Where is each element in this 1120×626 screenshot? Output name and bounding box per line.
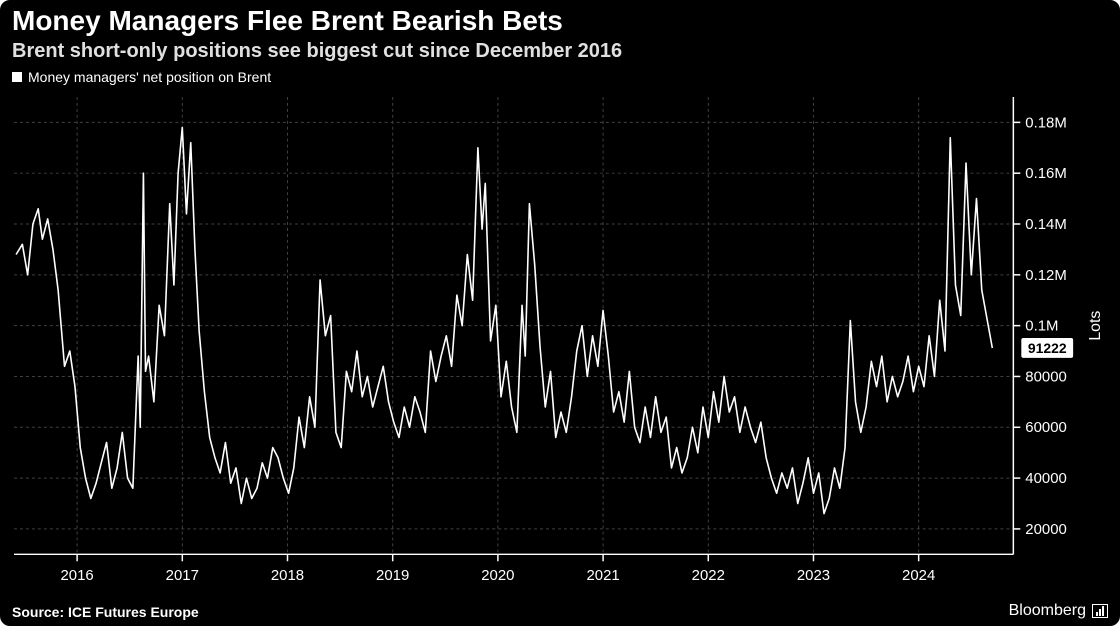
source-label: Source: ICE Futures Europe bbox=[12, 604, 199, 620]
footer: Source: ICE Futures Europe Bloomberg bbox=[12, 602, 1108, 620]
svg-text:2022: 2022 bbox=[692, 568, 725, 584]
svg-text:0.18M: 0.18M bbox=[1025, 115, 1067, 131]
header: Money Managers Flee Brent Bearish Bets B… bbox=[2, 2, 1118, 63]
chart-subtitle: Brent short-only positions see biggest c… bbox=[12, 39, 1108, 63]
svg-text:91222: 91222 bbox=[1028, 340, 1067, 356]
svg-text:0.12M: 0.12M bbox=[1025, 268, 1067, 284]
svg-text:60000: 60000 bbox=[1025, 420, 1067, 436]
chart-card: Money Managers Flee Brent Bearish Bets B… bbox=[0, 0, 1120, 626]
svg-text:2017: 2017 bbox=[166, 568, 199, 584]
svg-text:2020: 2020 bbox=[481, 568, 514, 584]
svg-text:0.1M: 0.1M bbox=[1025, 319, 1058, 335]
svg-text:20000: 20000 bbox=[1025, 522, 1067, 538]
line-chart-svg: 2016 2017 2018 2019 2020 2021 2022 2023 2024 2000… bbox=[12, 92, 1108, 594]
legend: Money managers' net position on Brent bbox=[12, 69, 1118, 85]
svg-text:0.14M: 0.14M bbox=[1025, 217, 1067, 233]
chart-title: Money Managers Flee Brent Bearish Bets bbox=[12, 6, 1108, 37]
svg-text:2021: 2021 bbox=[586, 568, 619, 584]
svg-text:2019: 2019 bbox=[376, 568, 409, 584]
legend-label: Money managers' net position on Brent bbox=[28, 69, 271, 85]
svg-text:2024: 2024 bbox=[902, 568, 935, 584]
brand: Bloomberg bbox=[1009, 602, 1108, 620]
brand-bars-icon bbox=[1092, 604, 1108, 618]
svg-text:2016: 2016 bbox=[60, 568, 93, 584]
svg-text:2023: 2023 bbox=[797, 568, 830, 584]
svg-text:80000: 80000 bbox=[1025, 369, 1067, 385]
chart-area: 2016 2017 2018 2019 2020 2021 2022 2023 2024 2000… bbox=[12, 92, 1108, 594]
svg-text:2018: 2018 bbox=[271, 568, 304, 584]
svg-text:0.16M: 0.16M bbox=[1025, 166, 1067, 182]
legend-swatch bbox=[12, 72, 22, 82]
brand-label: Bloomberg bbox=[1009, 602, 1086, 620]
y-axis-title: Lots bbox=[1087, 311, 1104, 341]
svg-text:40000: 40000 bbox=[1025, 471, 1067, 487]
